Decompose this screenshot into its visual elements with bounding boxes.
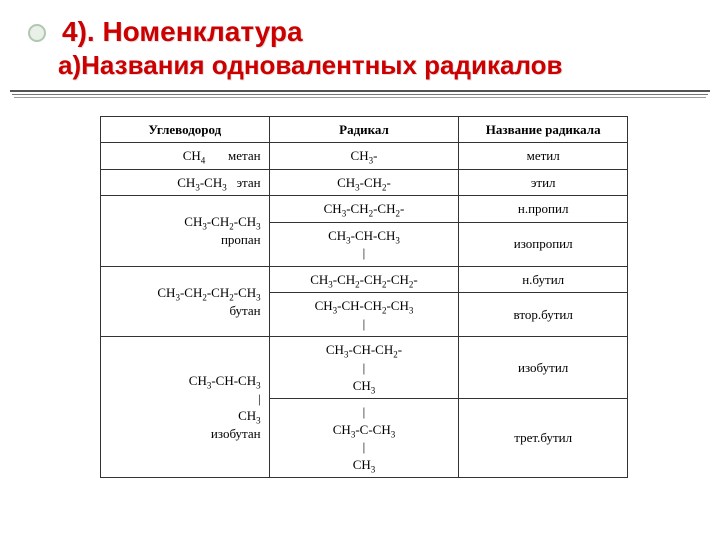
table-row: CH3-CH-CH3|CH3изобутан CH3-CH-CH2-|CH3 и… — [101, 337, 628, 399]
cell-hydrocarbon: CH3-CH-CH3|CH3изобутан — [101, 337, 270, 478]
cell-hydrocarbon: CH3-CH2-CH3пропан — [101, 196, 270, 267]
cell-radical-name: метил — [459, 143, 628, 170]
header-radical: Радикал — [269, 116, 459, 143]
cell-radical-name: изопропил — [459, 222, 628, 266]
table-header-row: Углеводород Радикал Название радикала — [101, 116, 628, 143]
cell-radical-name: втор.бутил — [459, 293, 628, 337]
cell-radical-name: изобутил — [459, 337, 628, 399]
cell-hydrocarbon: CH3-CH2-CH2-CH3бутан — [101, 266, 270, 337]
table-row: CH3-CH3 этан CH3-CH2- этил — [101, 169, 628, 196]
radicals-table-wrap: Углеводород Радикал Название радикала CH… — [100, 116, 628, 479]
table-row: CH3-CH2-CH2-CH3бутан CH3-CH2-CH2-CH2- н.… — [101, 266, 628, 293]
header-hydrocarbon: Углеводород — [101, 116, 270, 143]
cell-radical: CH3-CH2-CH2- — [269, 196, 459, 223]
cell-radical: |CH3-C-CH3|CH3 — [269, 399, 459, 478]
cell-radical: CH3-CH-CH3| — [269, 222, 459, 266]
title-bullet — [28, 24, 46, 42]
table-row: CH3-CH2-CH3пропан CH3-CH2-CH2- н.пропил — [101, 196, 628, 223]
cell-radical-name: н.бутил — [459, 266, 628, 293]
cell-radical: CH3-CH-CH2-CH3| — [269, 293, 459, 337]
title-text-block: 4). Номенклатура а)Названия одновалентны… — [62, 14, 563, 82]
table-row: CH4 метан CH3- метил — [101, 143, 628, 170]
cell-radical-name: этил — [459, 169, 628, 196]
cell-radical: CH3-CH2-CH2-CH2- — [269, 266, 459, 293]
radicals-table: Углеводород Радикал Название радикала CH… — [100, 116, 628, 479]
cell-hydrocarbon: CH3-CH3 этан — [101, 169, 270, 196]
decorative-rule — [0, 90, 720, 98]
cell-radical-name: н.пропил — [459, 196, 628, 223]
title-line-2: а)Названия одновалентных радикалов — [58, 49, 563, 82]
cell-radical: CH3- — [269, 143, 459, 170]
cell-radical-name: трет.бутил — [459, 399, 628, 478]
cell-radical: CH3-CH2- — [269, 169, 459, 196]
title-line-1: 4). Номенклатура — [62, 14, 563, 49]
cell-radical: CH3-CH-CH2-|CH3 — [269, 337, 459, 399]
cell-hydrocarbon: CH4 метан — [101, 143, 270, 170]
title-bar: 4). Номенклатура а)Названия одновалентны… — [0, 0, 720, 82]
header-radical-name: Название радикала — [459, 116, 628, 143]
